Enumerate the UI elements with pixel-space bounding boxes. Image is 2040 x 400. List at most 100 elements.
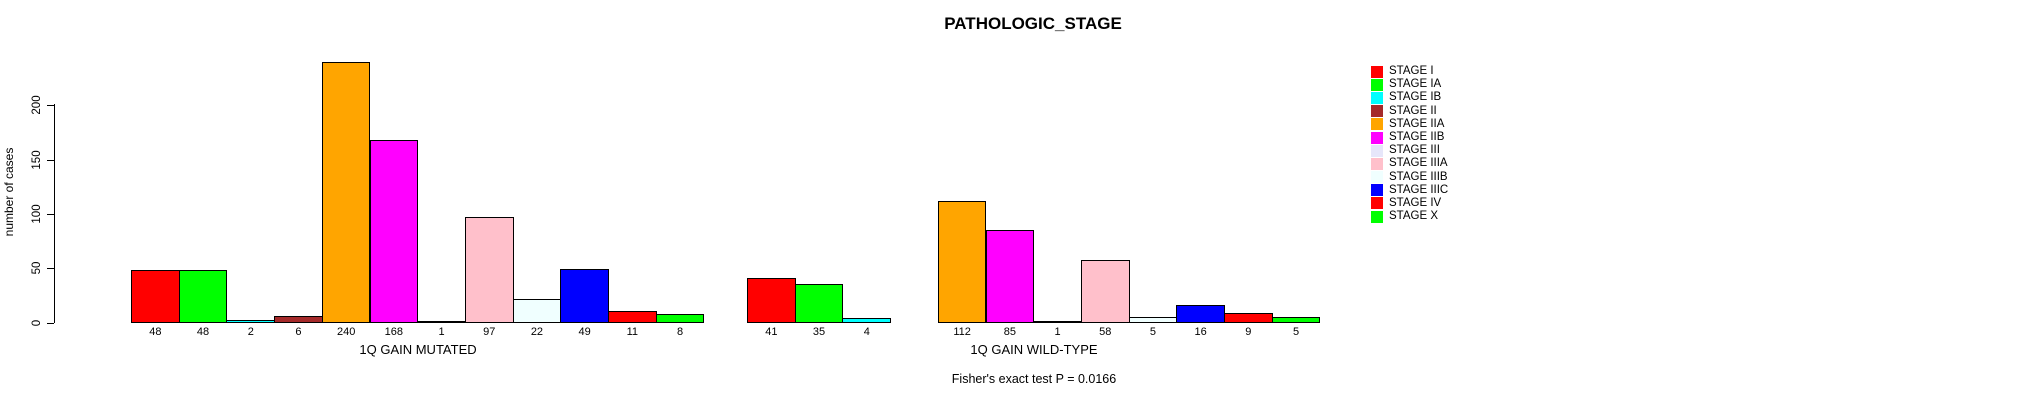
legend-label: STAGE IIIB <box>1389 170 1448 183</box>
legend-item: STAGE IIB <box>1371 131 1448 144</box>
y-axis-tick <box>47 213 54 215</box>
legend-item: STAGE IA <box>1371 78 1448 91</box>
bar-stage-iii <box>1033 321 1082 324</box>
legend-item: STAGE IB <box>1371 91 1448 104</box>
legend-label: STAGE IA <box>1389 78 1442 91</box>
bar-value-label: 97 <box>483 326 496 338</box>
bar-value-label: 48 <box>196 326 210 338</box>
legend-item: STAGE III <box>1371 144 1448 157</box>
bar-value-label: 58 <box>1099 326 1112 338</box>
bar-value-label: 85 <box>1003 326 1016 338</box>
bar-value-label: 35 <box>812 326 826 338</box>
legend-label: STAGE IV <box>1389 196 1442 209</box>
bar-value-label: 5 <box>1149 326 1156 338</box>
bar-value-label: 41 <box>765 326 778 338</box>
bar-value-label: 5 <box>1292 326 1300 338</box>
bar-stage-iiic <box>560 269 609 324</box>
legend-swatch <box>1371 184 1383 197</box>
bar-value-label: 4 <box>863 326 870 338</box>
y-axis-tick-label: 0 <box>31 319 43 326</box>
y-axis-tick <box>47 159 54 161</box>
legend-item: STAGE IV <box>1371 197 1448 210</box>
y-axis-tick-label: 200 <box>31 95 43 115</box>
legend-swatch <box>1371 144 1383 157</box>
legend-label: STAGE IIA <box>1389 117 1445 130</box>
bar-stage-iia <box>937 200 987 324</box>
y-axis-tick <box>47 105 54 107</box>
bar-stage-iib <box>985 230 1035 324</box>
bar-value-label: 11 <box>626 326 639 338</box>
bar-stage-iiib <box>1128 317 1178 324</box>
legend-label: STAGE III <box>1389 144 1440 157</box>
bar-stage-i <box>131 270 180 324</box>
legend-item: STAGE IIIA <box>1371 157 1448 170</box>
y-axis-tick-label: 100 <box>31 204 43 224</box>
legend-swatch <box>1371 171 1383 184</box>
legend-swatch <box>1371 157 1383 170</box>
bar-value-label: 1 <box>1054 326 1061 338</box>
legend-label: STAGE II <box>1389 104 1437 117</box>
bar-stage-iiic <box>1176 305 1225 324</box>
bar-stage-iia <box>321 61 371 324</box>
group-label-mutated: 1Q GAIN MUTATED <box>359 342 477 357</box>
legend-swatch <box>1371 131 1383 144</box>
legend: STAGE I STAGE IA STAGE IB STAGE II STAGE IIA… <box>1371 65 1448 223</box>
y-axis-tick <box>47 322 54 324</box>
bar-stage-ia <box>178 270 228 324</box>
legend-item: STAGE IIIB <box>1371 171 1448 184</box>
bar-value-label: 8 <box>676 326 684 338</box>
legend-swatch <box>1371 105 1383 118</box>
bar-stage-ia <box>794 284 844 324</box>
legend-item: STAGE I <box>1371 65 1448 78</box>
y-axis-line <box>54 104 55 323</box>
legend-swatch <box>1371 118 1383 131</box>
legend-item: STAGE X <box>1371 210 1448 223</box>
legend-label: STAGE IIB <box>1389 130 1445 143</box>
bar-value-label: 16 <box>1194 326 1207 338</box>
legend-swatch <box>1371 210 1383 223</box>
legend-item: STAGE IIIC <box>1371 184 1448 197</box>
bar-value-label: 22 <box>530 326 544 338</box>
bar-stage-iv <box>1224 312 1273 324</box>
bar-stage-iib <box>369 140 419 324</box>
bar-stage-i <box>747 277 796 324</box>
chart-title: PATHOLOGIC_STAGE <box>944 14 1122 33</box>
bar-stage-x <box>655 313 705 324</box>
y-axis-title: number of cases <box>2 147 16 237</box>
fisher-test-annotation: Fisher's exact test P = 0.0166 <box>951 372 1117 386</box>
y-axis-tick <box>47 268 54 270</box>
legend-swatch <box>1371 197 1383 210</box>
bar-stage-ib <box>842 318 892 324</box>
legend-label: STAGE X <box>1389 210 1438 223</box>
bar-stage-iiib <box>512 298 562 324</box>
bar-value-label: 6 <box>295 326 302 338</box>
legend-swatch <box>1371 91 1383 104</box>
bar-value-label: 9 <box>1245 326 1252 338</box>
bar-value-label: 49 <box>578 326 591 338</box>
legend-item: STAGE IIA <box>1371 118 1448 131</box>
bar-stage-iv <box>608 310 657 324</box>
legend-swatch <box>1371 65 1383 78</box>
bar-value-label: 240 <box>336 326 356 338</box>
y-axis-tick-label: 150 <box>31 150 43 170</box>
bar-stage-iii <box>417 321 466 324</box>
legend-swatch <box>1371 78 1383 91</box>
legend-label: STAGE IB <box>1389 91 1442 104</box>
legend-item: STAGE II <box>1371 105 1448 118</box>
legend-label: STAGE I <box>1389 65 1434 77</box>
group-label-wild-type: 1Q GAIN WILD-TYPE <box>970 342 1098 357</box>
bar-stage-ib <box>226 320 276 324</box>
bar-value-label: 2 <box>247 326 254 338</box>
y-axis-tick-label: 50 <box>31 261 43 275</box>
bar-stage-iiia <box>464 217 514 324</box>
legend-label: STAGE IIIA <box>1389 157 1448 170</box>
bar-value-label: 1 <box>438 326 445 338</box>
bar-value-label: 48 <box>149 326 162 338</box>
bar-stage-ii <box>274 315 323 324</box>
bar-stage-iiia <box>1080 259 1130 324</box>
bar-stage-x <box>1271 317 1321 324</box>
legend-label: STAGE IIIC <box>1389 183 1449 196</box>
bar-value-label: 112 <box>953 326 971 338</box>
bar-value-label: 168 <box>384 326 404 338</box>
